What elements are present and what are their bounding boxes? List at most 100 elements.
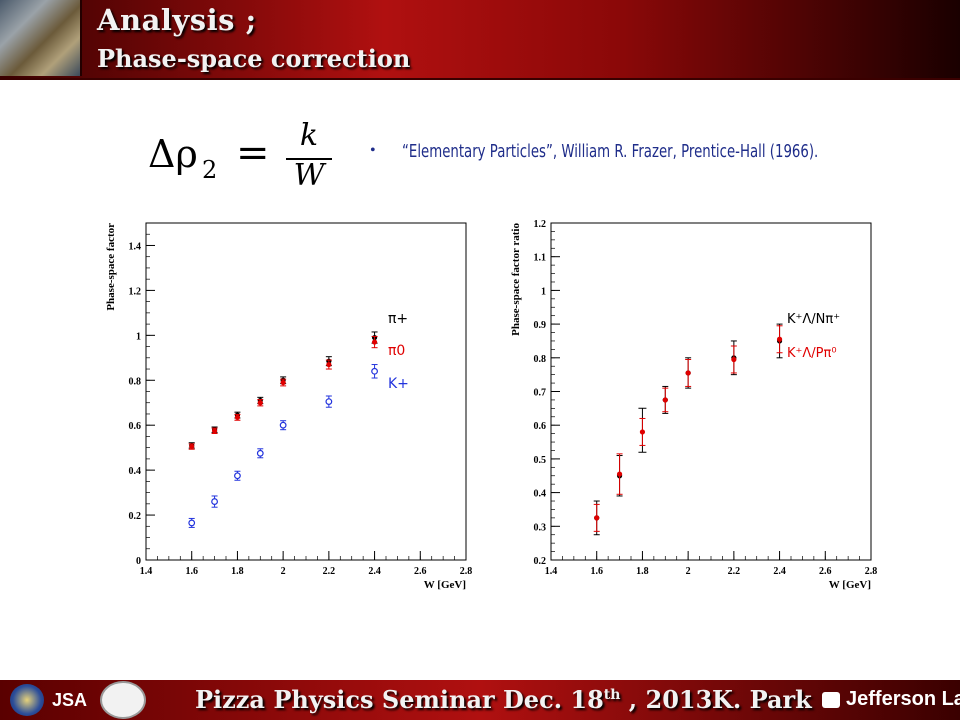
y-tick-label: 1: [541, 286, 546, 297]
series-2: [188, 364, 378, 528]
y-tick-label: 0.2: [129, 511, 142, 522]
jefferson-lab-logo: Jefferson Lab: [822, 684, 960, 716]
data-point: [731, 356, 737, 363]
formula-lhs: Δρ: [148, 132, 198, 176]
data-point: [685, 370, 691, 376]
x-tick-label: 1.6: [590, 566, 603, 577]
header-bar: Analysis ; Phase-space correction: [0, 0, 960, 78]
series-1: [593, 325, 783, 532]
data-point: [326, 361, 332, 368]
doe-seal-logo: [10, 684, 44, 716]
y-tick-label: 0.4: [129, 466, 142, 477]
jlab-mark-icon: [822, 692, 840, 708]
y-tick-label: 0: [136, 556, 141, 567]
x-tick-label: 1.8: [636, 566, 649, 577]
x-axis-label: W [GeV]: [424, 579, 466, 591]
y-tick-label: 0.8: [129, 376, 142, 387]
y-tick-label: 0.4: [534, 489, 547, 500]
formula-fraction-bar: [286, 158, 332, 160]
series-1: [188, 335, 378, 450]
x-tick-label: 1.6: [185, 566, 198, 577]
data-point: [234, 472, 241, 480]
y-tick-label: 0.8: [534, 354, 547, 365]
formula-equals: =: [236, 130, 270, 176]
plot-frame: [145, 222, 467, 561]
y-axis-label: Phase-space factor: [105, 223, 117, 311]
y-tick-label: 0.3: [534, 522, 547, 533]
reference-text: “Elementary Particles”, William R. Fraze…: [402, 141, 819, 162]
y-tick-label: 1.2: [534, 219, 547, 230]
data-point: [279, 421, 287, 429]
data-point: [188, 519, 196, 527]
data-point: [662, 397, 668, 403]
header-divider: [0, 78, 960, 80]
data-point: [256, 449, 264, 457]
data-point: [639, 429, 646, 435]
y-tick-label: 1.1: [534, 253, 547, 264]
data-point: [594, 515, 600, 521]
author-name: K. Park: [712, 685, 812, 714]
y-tick-label: 1.2: [129, 286, 142, 297]
x-tick-label: 2.4: [368, 566, 381, 577]
x-tick-label: 2.2: [323, 566, 336, 577]
seminar-superscript: th: [603, 687, 621, 703]
x-tick-label: 2.6: [414, 566, 427, 577]
x-tick-label: 2.4: [773, 566, 786, 577]
x-tick-label: 2.2: [728, 566, 741, 577]
y-tick-label: 1.4: [129, 241, 142, 252]
x-tick-label: 1.4: [545, 566, 558, 577]
y-tick-label: 1: [136, 331, 141, 342]
jlab-text: Jefferson Lab: [846, 688, 960, 710]
seminar-label: Pizza Physics Seminar Dec. 18th , 2013: [195, 685, 712, 714]
data-point: [211, 498, 218, 505]
data-point: [325, 398, 333, 406]
plot-frame: [550, 222, 872, 561]
legend: π+ π0 K+: [388, 311, 409, 392]
x-tick-label: 2: [281, 566, 286, 577]
data-point: [257, 400, 263, 406]
header-photo: [0, 0, 82, 76]
legend-entry: K⁺Λ/Nπ⁺: [787, 312, 840, 327]
x-tick-label: 2.8: [865, 566, 878, 577]
y-axis-label: Phase-space factor ratio: [510, 223, 522, 336]
phase-space-ratio-svg: 1.4 1.6 1.8 2 2.2 2.4 2.6 2.8 0.2 0.3 0.4 0.5 0.6 0.7…: [510, 219, 878, 591]
legend-entry: K⁺Λ/Pπ⁰: [787, 346, 837, 361]
formula-subscript: 2: [202, 156, 218, 184]
y-tick-label: 0.2: [534, 556, 547, 567]
x-tick-label: 2.6: [819, 566, 832, 577]
data-point: [280, 379, 286, 386]
legend-entry: π+: [388, 311, 408, 327]
data-point: [776, 336, 783, 342]
x-tick-label: 1.8: [231, 566, 244, 577]
legend-entry: π0: [388, 343, 405, 359]
x-tick-label: 2.8: [460, 566, 473, 577]
x-tick-label: 1.4: [140, 566, 153, 577]
seminar-prefix: Pizza Physics Seminar Dec. 18: [195, 685, 604, 714]
data-point: [371, 339, 378, 345]
y-tick-label: 0.7: [534, 388, 547, 399]
legend: K⁺Λ/Nπ⁺ K⁺Λ/Pπ⁰: [787, 312, 840, 361]
x-axis-label: W [GeV]: [829, 579, 871, 591]
jsa-logo: JSA: [52, 690, 88, 710]
formula-denominator: W: [293, 158, 325, 193]
footer-bar: JSA Pizza Physics Seminar Dec. 18th , 20…: [0, 680, 960, 720]
data-point: [616, 471, 623, 477]
series-0: [593, 323, 783, 536]
formula-numerator: k: [299, 118, 319, 153]
data-point: [234, 414, 241, 420]
university-seal-logo: [100, 681, 146, 719]
phase-space-ratio-chart: 1.4 1.6 1.8 2 2.2 2.4 2.6 2.8 0.2 0.3 0.4 0.5 0.6 0.7…: [505, 215, 885, 595]
y-tick-label: 0.6: [129, 421, 142, 432]
slide-title: Analysis ;: [97, 3, 257, 37]
data-point: [211, 428, 218, 434]
seminar-suffix: , 2013: [620, 685, 713, 714]
y-tick-label: 0.5: [534, 455, 547, 466]
data-point: [189, 443, 195, 450]
phase-space-factor-chart: 1.4 1.6 1.8 2 2.2 2.4 2.6 2.8 0 0.2 0.4 0.6 0.8 1 1.2 1…: [100, 215, 480, 595]
y-tick-label: 0.6: [534, 421, 547, 432]
data-point: [371, 367, 378, 375]
phase-space-factor-svg: 1.4 1.6 1.8 2 2.2 2.4 2.6 2.8 0 0.2 0.4 0.6 0.8 1 1.2 1…: [105, 222, 473, 591]
legend-entry: K+: [388, 376, 409, 392]
y-tick-label: 0.9: [534, 320, 547, 331]
slide-subtitle: Phase-space correction: [97, 44, 411, 73]
